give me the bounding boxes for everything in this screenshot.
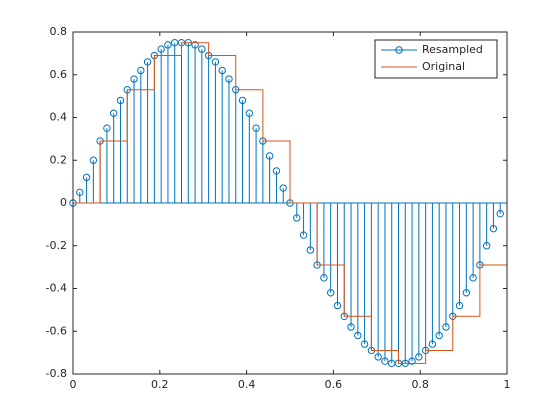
stem-marker	[76, 188, 84, 197]
stem-marker	[103, 124, 111, 132]
legend-label: Resampled	[422, 43, 483, 56]
y-tick-label: -0.2	[46, 239, 67, 252]
axes-box	[72, 31, 508, 375]
y-tick-label: 0.2	[50, 153, 68, 166]
stem-marker	[496, 209, 504, 218]
stem-marker	[238, 96, 247, 105]
stem-marker	[462, 289, 471, 297]
legend-marker	[395, 46, 403, 54]
stem-marker	[198, 45, 206, 53]
stem-marker	[299, 231, 308, 239]
x-tick-label: 0.6	[325, 378, 343, 391]
stem-marker	[82, 173, 91, 182]
stem-marker	[408, 357, 416, 365]
stem-marker	[442, 323, 450, 331]
y-tick-label: -0.8	[46, 367, 67, 380]
stem-marker	[415, 353, 423, 361]
stem-marker	[326, 289, 335, 297]
y-tick-label: 0.4	[50, 111, 68, 124]
stem-marker	[482, 242, 491, 250]
y-tick-label: -0.4	[46, 282, 67, 295]
stem-marker	[265, 152, 274, 160]
x-tick-label: 0.8	[411, 378, 429, 391]
stem-marker	[130, 75, 138, 83]
legend-box	[374, 39, 498, 79]
stem-marker	[245, 109, 254, 117]
stem-marker	[428, 340, 437, 348]
y-tick-label: -0.6	[46, 324, 67, 337]
stem-marker	[279, 184, 287, 192]
stem-marker	[489, 224, 498, 233]
stem-marker	[116, 96, 125, 105]
y-tick-label: 0	[60, 196, 67, 209]
x-tick-label: 0.2	[151, 378, 169, 391]
stem-marker	[191, 41, 199, 49]
stem-marker	[354, 331, 362, 340]
stem-marker	[157, 45, 165, 53]
stem-marker	[164, 41, 172, 49]
stem-marker	[272, 167, 281, 175]
stem-marker	[347, 323, 355, 331]
y-tick-label: 0.6	[50, 68, 68, 81]
stem-marker	[211, 58, 220, 66]
stem-marker	[143, 58, 152, 66]
stem-marker	[435, 331, 443, 340]
x-tick-label: 1	[504, 378, 511, 391]
legend-label: Original	[422, 60, 465, 73]
stem-marker	[320, 274, 328, 282]
stem-marker	[252, 124, 260, 132]
stem-marker	[137, 66, 145, 75]
stairs-line	[73, 42, 507, 364]
stem-marker	[360, 340, 369, 348]
stem-marker	[455, 301, 464, 310]
y-tick-label: 0.8	[50, 25, 68, 38]
legend: Resampled Original	[374, 39, 498, 79]
stem-marker	[381, 357, 389, 365]
stem-marker	[374, 353, 382, 361]
stem-marker	[225, 75, 233, 83]
x-tick-label: 0.4	[238, 378, 256, 391]
stem-marker	[218, 66, 226, 75]
x-tick-label: 0	[70, 378, 77, 391]
stem-marker	[306, 246, 315, 254]
stem-marker	[293, 214, 301, 222]
stem-marker	[109, 109, 118, 117]
stem-marker	[469, 274, 477, 282]
stem-marker	[89, 156, 98, 164]
stem-marker	[333, 301, 342, 310]
